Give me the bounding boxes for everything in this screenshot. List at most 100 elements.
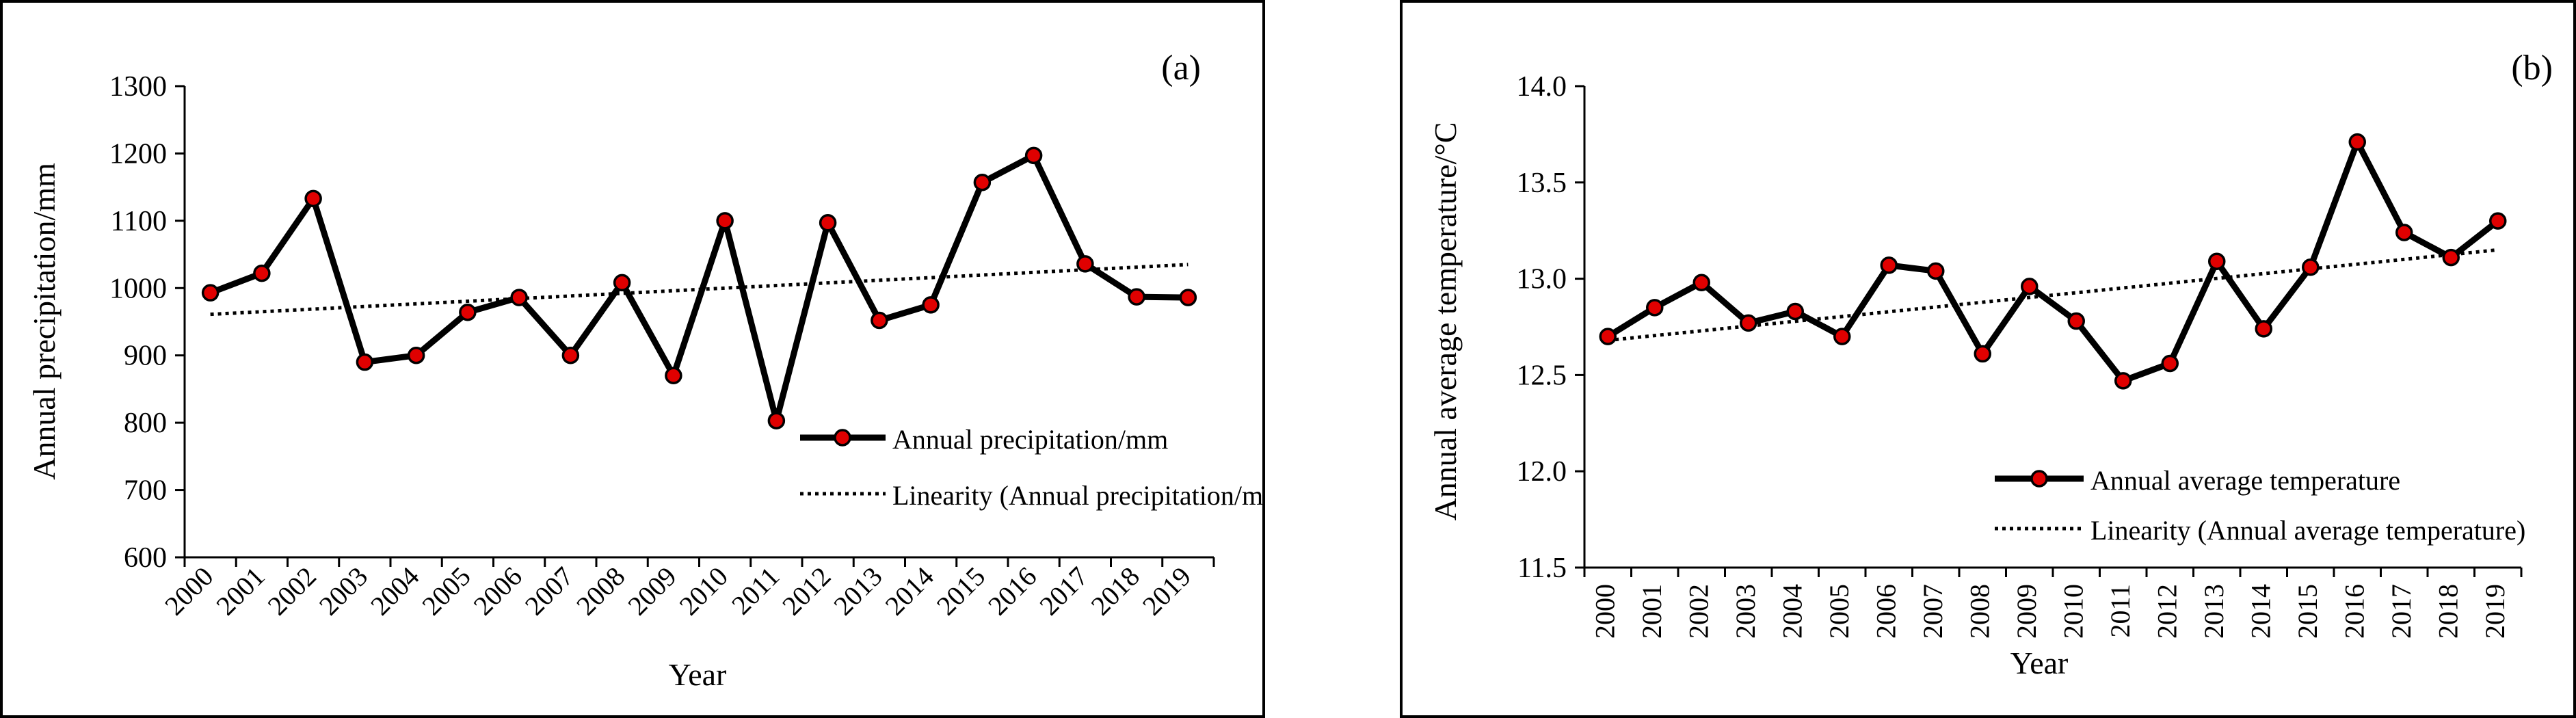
x-axis-title: Year [2010, 646, 2069, 680]
data-point-2004 [407, 346, 425, 364]
legend: Annual average temperature Linearity (An… [1995, 465, 2525, 546]
data-point-2017 [1076, 255, 1094, 273]
legend-marker [834, 429, 851, 447]
x-tick-label: 2011 [2105, 584, 2136, 638]
chart-frame [0, 0, 1265, 718]
data-point-2011 [767, 412, 786, 429]
x-tick-label: 2011 [726, 561, 785, 620]
precipitation-chart-panel: (a) Annual precipitation/mm Year 600 700 8… [0, 0, 1265, 718]
data-point-2016 [2348, 133, 2366, 151]
trend-line [1607, 248, 2499, 343]
data-point-2017 [2395, 224, 2413, 241]
y-tick-label: 1000 [109, 273, 167, 304]
legend-trend-label: Linearity (Annual precipitation/mm) [892, 480, 1265, 511]
legend-series-label: Annual average temperature [2090, 465, 2400, 496]
data-point-2008 [613, 274, 631, 292]
x-tick-label: 2009 [2011, 584, 2042, 639]
series-line [1606, 139, 2500, 384]
data-point-2003 [356, 353, 374, 371]
x-tick-label: 2014 [879, 561, 940, 621]
x-tick-label: 2004 [364, 561, 425, 621]
data-point-2004 [1786, 302, 1804, 321]
x-tick-label: 2002 [1683, 584, 1714, 639]
data-point-2013 [2208, 252, 2226, 271]
data-point-2010 [716, 212, 734, 230]
y-tick-label: 600 [124, 542, 167, 574]
data-point-2012 [2161, 354, 2179, 373]
y-tick-label: 900 [124, 341, 167, 372]
x-tick-label: 2010 [674, 561, 734, 621]
x-tick-label: 2001 [1636, 584, 1667, 639]
data-point-2011 [2114, 372, 2132, 390]
temperature-chart: (b) Annual average temperature/°C Year 1… [1400, 0, 2576, 718]
data-point-2019 [1179, 289, 1197, 306]
data-point-2014 [2255, 320, 2272, 338]
data-point-2002 [1692, 274, 1710, 291]
legend: Annual precipitation/mm Linearity (Annua… [800, 424, 1265, 511]
x-tick-label: 2004 [1777, 584, 1807, 639]
x-tick-label: 2013 [2199, 584, 2229, 639]
y-tick-label: 13.5 [1517, 168, 1567, 199]
x-tick-label: 2009 [622, 561, 682, 621]
temperature-chart-panel: (b) Annual average temperature/°C Year 1… [1400, 0, 2576, 718]
data-point-2007 [1927, 262, 1945, 280]
y-tick-label: 12.0 [1517, 456, 1567, 488]
x-tick-label: 2017 [1033, 561, 1093, 621]
x-tick-label: 2019 [1137, 561, 1197, 621]
data-point-2000 [201, 284, 220, 302]
data-point-2018 [1128, 288, 1145, 306]
y-axis-title: Annual average temperature/°C [1428, 122, 1463, 521]
legend-marker [2030, 470, 2048, 488]
y-tick-label: 1200 [109, 138, 167, 170]
data-point-2006 [1880, 256, 1898, 274]
y-tick-label: 11.5 [1517, 553, 1567, 584]
panel-label: (b) [2511, 49, 2553, 88]
x-tick-label: 2007 [519, 561, 579, 621]
data-point-2009 [2021, 278, 2039, 295]
x-tick-label: 2005 [416, 561, 476, 621]
x-tick-label: 2012 [776, 561, 836, 621]
x-tick-label: 2003 [313, 561, 373, 621]
data-point-2005 [459, 303, 477, 321]
x-tick-label: 2008 [570, 561, 630, 621]
y-tick-label: 700 [124, 475, 167, 507]
data-point-2018 [2442, 248, 2460, 267]
y-tick-label: 13.0 [1517, 264, 1567, 295]
x-tick-label: 2012 [2151, 584, 2182, 639]
data-point-2005 [1833, 328, 1851, 345]
data-point-2015 [2302, 258, 2320, 276]
x-tick-label: 2002 [262, 561, 322, 621]
x-tick-label: 2018 [2432, 584, 2463, 639]
x-tick-label: 2013 [827, 561, 888, 621]
x-tick-label: 2006 [1870, 584, 1901, 639]
x-tick-label: 2000 [1589, 584, 1620, 639]
x-tick-label: 2000 [159, 561, 219, 621]
data-point-2003 [1740, 314, 1757, 332]
y-tick-label: 14.0 [1517, 71, 1567, 103]
x-tick-label: 2015 [931, 561, 991, 621]
x-tick-label: 2008 [1964, 584, 1995, 639]
x-tick-label: 2016 [2339, 584, 2369, 639]
x-tick-label: 2018 [1085, 561, 1145, 621]
data-point-2012 [819, 214, 837, 232]
x-tick-label: 2007 [1917, 584, 1948, 639]
x-tick-label: 2001 [210, 561, 270, 621]
data-point-2001 [1646, 299, 1664, 317]
panel-label: (a) [1161, 49, 1201, 88]
data-point-2019 [2489, 212, 2507, 230]
x-tick-label: 2006 [468, 561, 528, 621]
data-point-2002 [304, 189, 322, 208]
x-tick-label: 2005 [1824, 584, 1855, 639]
data-point-2000 [1599, 328, 1617, 345]
x-tick-label: 2016 [982, 561, 1042, 621]
y-axis-title: Annual precipitation/mm [27, 163, 62, 480]
y-tick-label: 12.5 [1517, 360, 1567, 391]
x-tick-label: 2019 [2480, 584, 2510, 639]
x-tick-label: 2017 [2386, 584, 2417, 639]
precipitation-chart: (a) Annual precipitation/mm Year 600 700 8… [0, 0, 1265, 718]
x-tick-label: 2003 [1730, 584, 1761, 639]
data-point-2015 [973, 174, 992, 191]
data-point-2014 [922, 296, 940, 314]
y-tick-label: 800 [124, 408, 167, 439]
x-axis-title: Year [669, 657, 727, 692]
